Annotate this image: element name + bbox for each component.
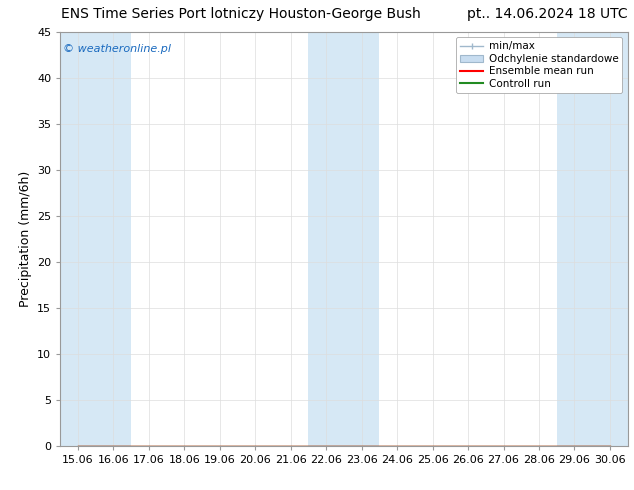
Legend: min/max, Odchylenie standardowe, Ensemble mean run, Controll run: min/max, Odchylenie standardowe, Ensembl… bbox=[456, 37, 623, 93]
Text: pt.. 14.06.2024 18 UTC: pt.. 14.06.2024 18 UTC bbox=[467, 7, 628, 22]
Text: ENS Time Series Port lotniczy Houston-George Bush: ENS Time Series Port lotniczy Houston-Ge… bbox=[61, 7, 421, 22]
Text: © weatheronline.pl: © weatheronline.pl bbox=[63, 44, 171, 54]
Y-axis label: Precipitation (mm/6h): Precipitation (mm/6h) bbox=[18, 171, 32, 307]
Bar bbox=[557, 32, 628, 446]
Bar bbox=[309, 32, 379, 446]
Bar bbox=[60, 32, 131, 446]
